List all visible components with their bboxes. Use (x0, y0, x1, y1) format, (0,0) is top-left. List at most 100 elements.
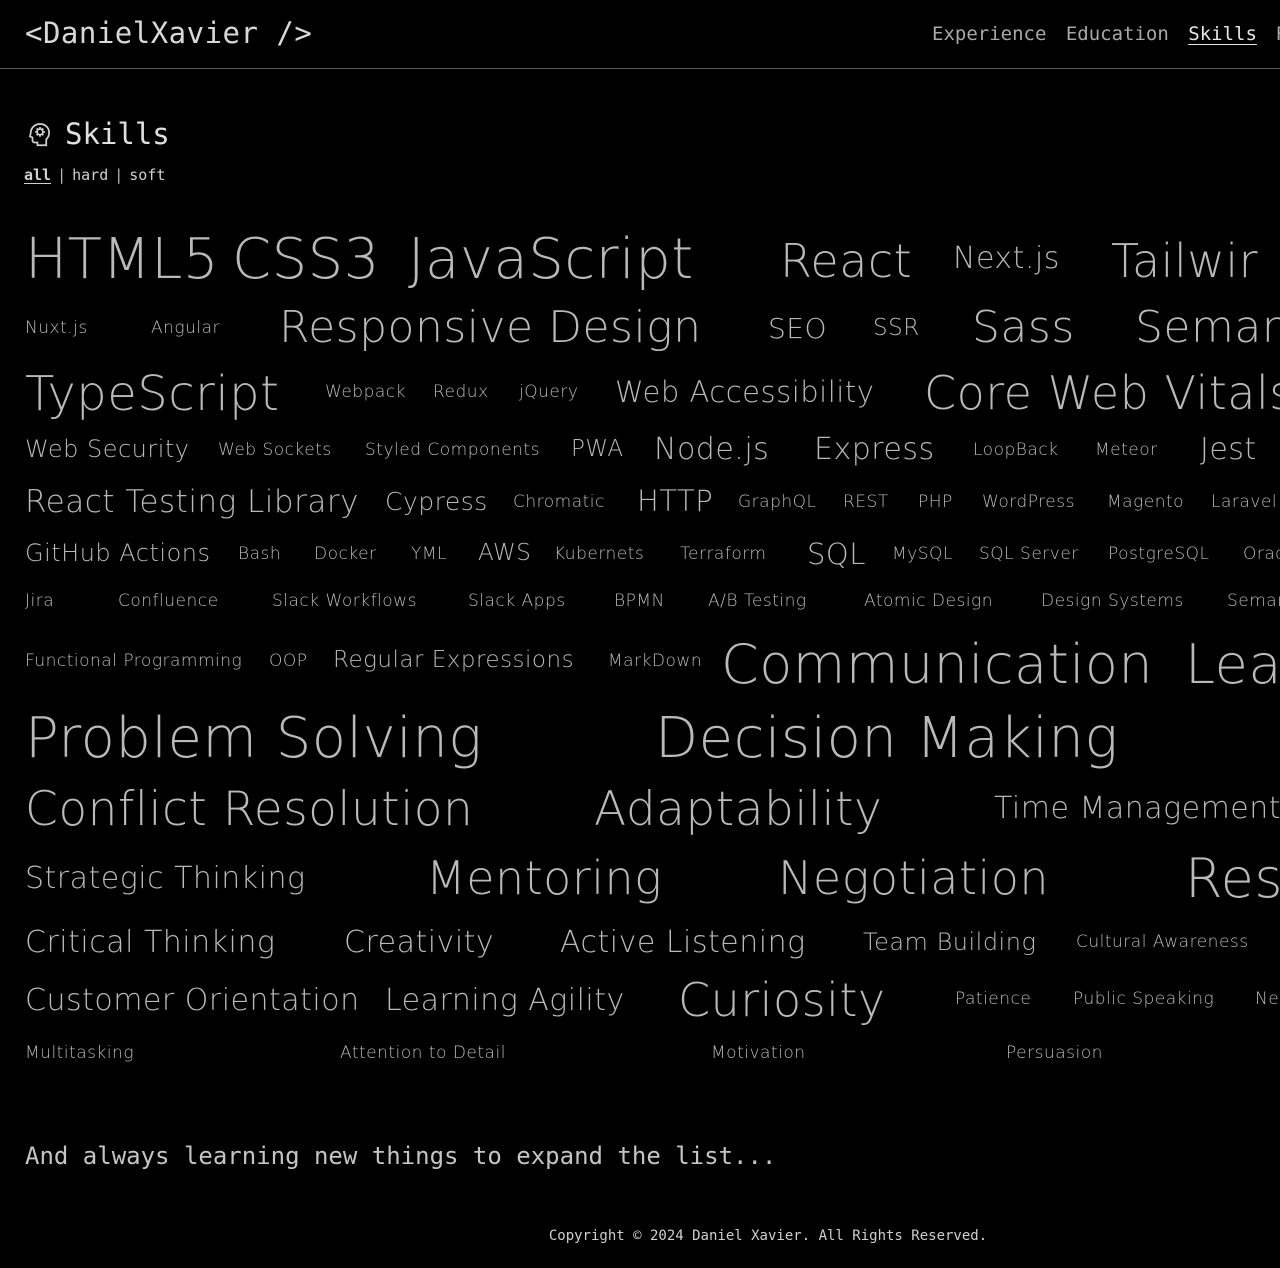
skill-tag: Mentoring (426, 851, 663, 905)
skill-tag: Orac (1243, 544, 1280, 564)
skill-tag: CSS3 (232, 227, 380, 292)
skill-tag: Magento (1107, 492, 1185, 512)
main-nav: Experience Education Skills R (932, 23, 1280, 45)
skill-tag: HTML5 (25, 227, 219, 292)
skill-tag: Laravel (1211, 492, 1278, 512)
nav-link-experience[interactable]: Experience (932, 23, 1047, 45)
skill-tag: Conflict Resolution (25, 782, 474, 837)
skill-tag: Node.js (654, 432, 770, 467)
head-gear-icon (28, 123, 51, 147)
nav-link-truncated[interactable]: R (1276, 23, 1280, 45)
skill-tag: jQuery (519, 382, 579, 402)
skill-tag: Styled Components (365, 440, 540, 460)
skill-tag: MarkDown (608, 651, 703, 671)
site-logo[interactable]: <DanielXavier /> (25, 16, 313, 50)
filter-separator: | (114, 166, 124, 184)
skill-tag: Webpack (325, 382, 406, 402)
skill-tag: Web Accessibility (615, 375, 875, 409)
skill-tag: Curiosity (678, 973, 886, 1027)
skill-tag: Lea (1185, 633, 1280, 696)
skill-tag: Nuxt.js (25, 318, 88, 338)
skill-tag: Adaptability (594, 782, 883, 837)
skill-tag: Semant (1135, 302, 1280, 353)
skill-tag: Terraform (680, 544, 767, 564)
skill-tag: Regular Expressions (333, 647, 575, 673)
skill-tag: Team Building (863, 928, 1037, 956)
skill-tag: HTTP (637, 484, 714, 518)
skill-tag: Responsive Design (279, 302, 702, 353)
skill-tag: GraphQL (738, 492, 817, 512)
skill-tag: Confluence (118, 591, 219, 611)
skill-tag: SQL (807, 537, 866, 571)
skill-tag: LoopBack (973, 440, 1059, 460)
skill-tag: Customer Orientation (25, 983, 360, 1018)
skill-tag: Core Web Vitals (924, 366, 1280, 420)
nav-link-skills[interactable]: Skills (1188, 23, 1257, 45)
skill-tag: Express (814, 432, 935, 467)
skill-tag: Time Management (994, 791, 1280, 826)
skill-tag: Attention to Detail (340, 1043, 506, 1063)
skill-tag: Public Speaking (1073, 989, 1215, 1009)
skill-tag: JavaScript (408, 227, 694, 292)
skill-tag: PWA (571, 436, 624, 462)
skill-tag: YML (411, 544, 448, 564)
site-header: <DanielXavier /> Experience Education Sk… (0, 0, 1280, 69)
skill-tag: Net (1255, 989, 1280, 1009)
skill-tag: GitHub Actions (25, 539, 211, 567)
skill-tag: Critical Thinking (25, 925, 276, 960)
skill-tag: BPMN (614, 591, 665, 611)
skill-tag: Cultural Awareness (1076, 932, 1249, 952)
skill-tag: Learning Agility (385, 983, 625, 1018)
skill-tag: PHP (918, 492, 953, 512)
skill-tag: AWS (478, 540, 532, 566)
skill-tag: Multitasking (25, 1043, 135, 1063)
skill-tag: SEO (768, 312, 828, 345)
skill-tag: Web Sockets (218, 440, 332, 460)
skill-tag: SSR (873, 315, 920, 341)
skill-tag: React (780, 234, 913, 288)
filter-all[interactable]: all (24, 166, 52, 184)
skill-tag: Functional Programming (25, 651, 243, 671)
skill-tag: Res (1185, 847, 1280, 910)
skill-tag: Persuasion (1006, 1043, 1103, 1063)
skill-tag: Web Security (25, 435, 190, 463)
skill-cloud: HTML5 CSS3 JavaScript React Next.js Tail… (25, 227, 1280, 1063)
skill-filter: all | hard | soft (24, 166, 165, 184)
skill-tag: Decision Making (655, 706, 1119, 771)
skill-tag: OOP (269, 651, 308, 671)
skill-tag: Angular (151, 318, 221, 338)
skill-tag: A/B Testing (708, 591, 807, 611)
skill-tag: WordPress (982, 492, 1075, 512)
skill-tag: Patience (955, 989, 1032, 1009)
skill-tag: Chromatic (513, 492, 605, 512)
skill-tag: Cypress (385, 487, 488, 516)
filter-hard[interactable]: hard (72, 166, 109, 184)
skill-tag: Seman (1227, 591, 1280, 611)
skill-tag: Tailwir (1111, 234, 1259, 288)
skill-tag: Docker (314, 544, 377, 564)
skill-tag: Creativity (344, 925, 495, 960)
skill-tag: TypeScript (25, 366, 280, 422)
skill-tag: Bash (238, 544, 282, 564)
skill-tag: REST (843, 492, 889, 512)
skill-tag: Design Systems (1041, 591, 1184, 611)
page-title: Skills (65, 117, 170, 151)
skill-tag: PostgreSQL (1108, 544, 1210, 564)
skill-tag: React Testing Library (25, 484, 359, 520)
skill-tag: Strategic Thinking (25, 861, 306, 896)
closing-note: And always learning new things to expand… (25, 1142, 777, 1170)
skill-tag: Sass (972, 302, 1075, 353)
skill-tag: Redux (433, 382, 489, 402)
skill-tag: Communication (721, 633, 1154, 696)
skill-tag: Active Listening (560, 925, 806, 960)
skill-tag: Meteor (1095, 440, 1158, 460)
skill-tag: Slack Workflows (272, 591, 417, 611)
skill-tag: Slack Apps (468, 591, 566, 611)
skill-tag: Jira (25, 591, 55, 611)
skill-tag: Problem Solving (25, 706, 483, 771)
nav-link-education[interactable]: Education (1065, 23, 1169, 45)
skill-tag: Atomic Design (864, 591, 994, 611)
skill-tag: MySQL (892, 544, 953, 564)
filter-soft[interactable]: soft (129, 166, 166, 184)
skill-tag: Next.js (953, 241, 1060, 276)
